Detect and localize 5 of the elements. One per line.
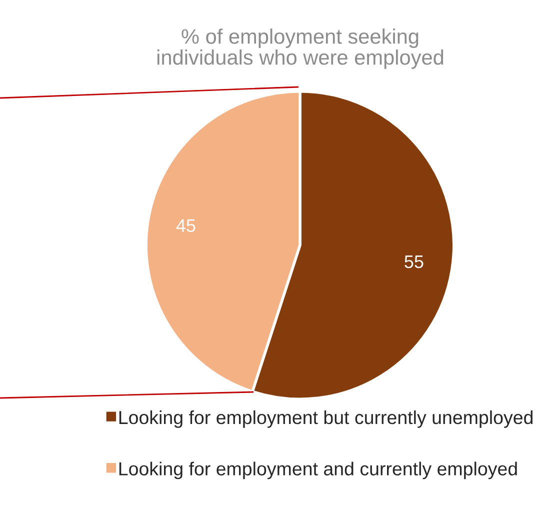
legend-label: Looking for employment but currently unemployed [119, 410, 533, 428]
data-label: 55 [404, 256, 424, 268]
data-label: 45 [176, 219, 196, 232]
legend-label: Looking for employment and currently employed [119, 462, 517, 480]
chart-title: % of employment seeking individuals who were employed [157, 28, 444, 69]
